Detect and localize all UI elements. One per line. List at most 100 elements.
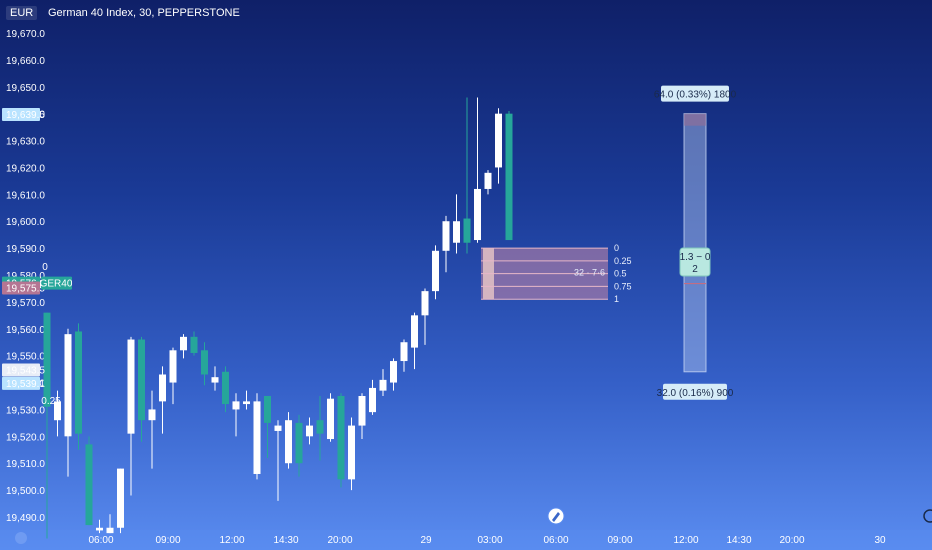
- fib-level-label: 0.25: [614, 256, 632, 266]
- candle-body: [505, 113, 513, 241]
- candle-body: [274, 425, 282, 431]
- left-annotation-025: 0.25: [41, 396, 61, 407]
- candle-body: [43, 312, 51, 407]
- candle-body: [463, 218, 471, 243]
- candle-body: [85, 444, 93, 526]
- candle-body: [411, 315, 418, 348]
- price-label: 19,575.5: [6, 283, 45, 294]
- candle-body: [306, 425, 313, 437]
- price-tick-label: 19,670.0: [6, 29, 45, 40]
- price-label-bg: [2, 363, 40, 377]
- candle-body: [117, 468, 124, 528]
- candle-body: [295, 422, 303, 464]
- candle-body: [211, 377, 219, 383]
- candle-body: [106, 527, 114, 534]
- left-annotation-zero: 0: [42, 262, 48, 273]
- candle-body: [54, 401, 61, 421]
- candle-body: [127, 339, 135, 434]
- candle-body: [442, 221, 450, 251]
- price-tick-label: 19,610.0: [6, 190, 45, 201]
- fib-level-label: 0.75: [614, 281, 632, 291]
- candle-body: [400, 342, 408, 362]
- candle-body: [495, 113, 502, 168]
- candle-body: [316, 420, 324, 434]
- candle-body: [327, 398, 334, 440]
- time-tick-label: 03:00: [477, 535, 502, 546]
- ticker-label: GER40: [40, 279, 73, 290]
- price-tick-label: 19,500.0: [6, 486, 45, 497]
- price-tick-label: 19,580.0: [6, 271, 45, 282]
- ticker-label-bg: [41, 276, 72, 290]
- time-tick-label: 29: [420, 535, 432, 546]
- candle-body: [358, 396, 366, 426]
- price-tick-label: 19,560.0: [6, 325, 45, 336]
- scroll-right-icon[interactable]: [923, 509, 932, 523]
- time-tick-label: 06:00: [543, 535, 568, 546]
- price-label: 19,539.1: [6, 379, 45, 390]
- measure-bottom-label: 32.0 (0.16%) 900: [657, 388, 734, 399]
- fib-level-label: 1: [614, 294, 619, 304]
- price-label-bg: [2, 376, 40, 390]
- measure-center-label-bg: [679, 247, 711, 277]
- candle-body: [474, 188, 481, 241]
- candle-body: [222, 371, 229, 405]
- candle-body: [148, 409, 156, 421]
- candle-body: [264, 396, 271, 423]
- price-tick-label: 19,510.0: [6, 459, 45, 470]
- fib-level-label: 0.5: [614, 269, 627, 279]
- replay-icon-needle: [552, 512, 560, 522]
- price-tick-label: 19,600.0: [6, 217, 45, 228]
- measure-top-band: [684, 113, 706, 126]
- price-tick-label: 19,590.0: [6, 244, 45, 255]
- time-tick-label: 12:00: [673, 535, 698, 546]
- time-tick-label: 14:30: [726, 535, 751, 546]
- candle-body: [138, 339, 145, 421]
- measure-top-label: 64.0 (0.33%) 1800: [654, 90, 737, 101]
- price-tick-label: 19,650.0: [6, 83, 45, 94]
- chart-header: EUR German 40 Index, 30, PEPPERSTONE: [0, 0, 932, 26]
- time-tick-label: 14:30: [273, 535, 298, 546]
- measure-center-label-line1: 1.3 − 0: [680, 252, 711, 263]
- candle-body: [348, 425, 355, 480]
- price-tick-label: 19,630.0: [6, 137, 45, 148]
- price-tick-label: 19,620.0: [6, 163, 45, 174]
- measure-bottom-label-bg: [663, 383, 727, 400]
- candle-body: [64, 334, 72, 437]
- time-tick-label: 06:00: [88, 535, 113, 546]
- fib-mid-annotation: 32 · 7·6: [574, 268, 605, 278]
- candle-body: [169, 350, 177, 383]
- candle-body: [421, 291, 429, 316]
- price-tick-label: 19,570.0: [6, 298, 45, 309]
- measure-center-label-line2: 2: [692, 264, 698, 275]
- symbol-title[interactable]: German 40 Index, 30, PEPPERSTONE: [48, 7, 240, 19]
- settings-icon[interactable]: [15, 532, 27, 544]
- candle-body: [337, 396, 345, 480]
- currency-badge[interactable]: EUR: [6, 6, 38, 20]
- candle-body: [159, 374, 166, 402]
- candle-body: [180, 336, 187, 351]
- time-axis-bar: [0, 530, 932, 550]
- time-tick-label: 20:00: [327, 535, 352, 546]
- candle-body: [232, 401, 240, 410]
- candle-body: [201, 350, 208, 375]
- fib-level-label: 0: [614, 243, 619, 253]
- candle-body: [253, 401, 261, 474]
- time-tick-label: 09:00: [607, 535, 632, 546]
- candle-body: [453, 221, 460, 243]
- candle-body: [75, 331, 82, 434]
- candle-body: [243, 401, 250, 405]
- candle-body: [285, 420, 292, 464]
- measure-top-label-bg: [661, 85, 729, 102]
- time-tick-label: 09:00: [155, 535, 180, 546]
- price-tick-label: 19,660.0: [6, 56, 45, 67]
- price-label-bg: [2, 281, 40, 295]
- time-tick-label: 20:00: [779, 535, 804, 546]
- time-tick-label: 12:00: [219, 535, 244, 546]
- price-tick-label: 19,520.0: [6, 432, 45, 443]
- candle-body: [369, 387, 376, 413]
- price-tick-label: 19,530.0: [6, 405, 45, 416]
- candle-body: [390, 361, 397, 383]
- price-label: 19,639.5: [6, 110, 45, 121]
- measure-range-box[interactable]: [683, 113, 707, 373]
